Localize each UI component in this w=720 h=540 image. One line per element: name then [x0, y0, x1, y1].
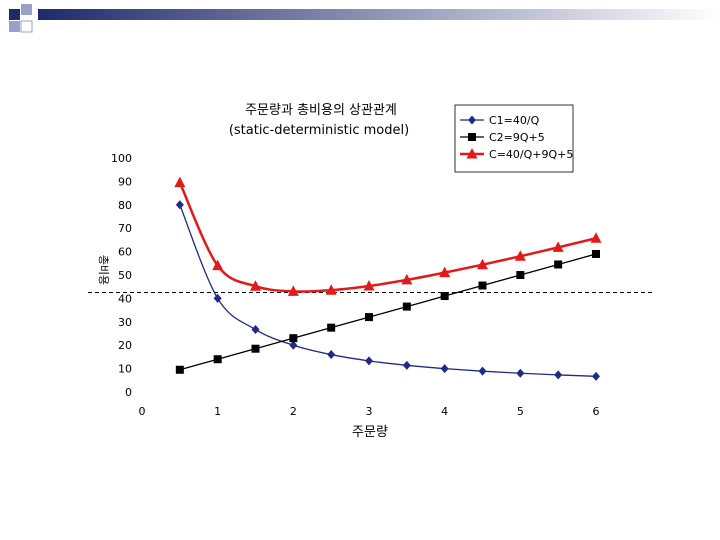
- y-tick-label: 30: [118, 316, 132, 329]
- data-point-series-3: [250, 280, 261, 291]
- series-line-3: [178, 182, 597, 293]
- data-point-series-3: [477, 258, 488, 270]
- legend-label: C1=40/Q: [489, 114, 540, 127]
- x-tick-label: 2: [290, 405, 297, 418]
- data-point-series-2: [478, 281, 487, 290]
- data-point-series-2: [175, 365, 184, 374]
- data-point-series-2: [402, 302, 411, 311]
- data-point-series-3: [439, 266, 451, 278]
- y-tick-label: 60: [118, 246, 132, 259]
- chart-title-line2: (static-deterministic model): [229, 123, 409, 138]
- x-tick-label: 5: [517, 405, 524, 418]
- series-line-1: [179, 204, 597, 377]
- y-axis-label: 총비용: [97, 255, 110, 285]
- legend-marker: [468, 115, 476, 125]
- data-point-series-2: [440, 292, 449, 301]
- data-point-series-1: [554, 370, 563, 380]
- y-tick-label: 40: [118, 292, 132, 305]
- y-tick-label: 90: [118, 175, 132, 188]
- data-point-series-2: [365, 313, 373, 322]
- legend: C1=40/Q C2=9Q+5 C=40/Q+9Q+5: [454, 104, 574, 173]
- data-point-series-1: [478, 366, 487, 376]
- y-tick-label: 80: [118, 199, 132, 212]
- data-point-series-2: [554, 260, 563, 269]
- axes: 0 10 20 30 40 50 60 70 80 90 100 0 1 2 3 4 5 6 총비용: [97, 152, 600, 418]
- data-point-series-3: [212, 259, 224, 271]
- y-tick-label: 10: [118, 363, 132, 376]
- data-point-series-1: [365, 356, 373, 366]
- chart-title-line1: 주문량과 총비용의 상관관계: [245, 103, 397, 118]
- data-point-series-2: [592, 249, 600, 258]
- data-point-series-3: [174, 176, 186, 188]
- data-point-series-1: [251, 325, 260, 335]
- data-point-series-3: [325, 284, 337, 295]
- corner-square-light-top: [21, 4, 32, 15]
- x-tick-label: 1: [214, 405, 221, 418]
- data-point-series-3: [363, 279, 375, 291]
- data-point-series-2: [327, 323, 336, 332]
- data-point-series-2: [516, 271, 525, 279]
- legend-marker: [468, 133, 476, 141]
- y-tick-label: 100: [111, 152, 132, 165]
- y-tick-label: 20: [118, 339, 132, 352]
- data-point-series-1: [289, 340, 298, 350]
- corner-square-dark: [9, 9, 20, 20]
- data-point-series-1: [327, 350, 336, 360]
- data-point-series-1: [592, 371, 600, 381]
- data-point-series-1: [213, 293, 222, 303]
- top-gradient-bar: [38, 9, 720, 20]
- data-point-series-3: [552, 241, 564, 252]
- x-tick-label: 3: [366, 405, 373, 418]
- data-point-series-2: [213, 355, 222, 364]
- x-tick-label: 6: [593, 405, 600, 418]
- legend-label: C2=9Q+5: [489, 131, 545, 144]
- data-point-series-3: [514, 250, 526, 261]
- data-point-series-3: [401, 273, 413, 285]
- legend-marker: [466, 148, 478, 159]
- data-point-series-1: [175, 200, 184, 210]
- x-axis-label: 주문량: [352, 425, 388, 440]
- x-tick-label: 4: [441, 405, 448, 418]
- chart-marks: [88, 176, 652, 381]
- series-line-2: [179, 253, 597, 371]
- legend-label: C=40/Q+9Q+5: [489, 148, 573, 161]
- y-tick-label: 50: [118, 269, 132, 282]
- x-tick-label: 0: [139, 405, 146, 418]
- y-tick-label: 0: [125, 386, 132, 399]
- data-point-series-1: [516, 368, 525, 378]
- y-tick-label: 70: [118, 222, 132, 235]
- corner-square-light-left: [9, 21, 20, 32]
- data-point-series-1: [440, 364, 449, 374]
- data-point-series-2: [289, 334, 298, 343]
- corner-square-outline: [20, 20, 33, 33]
- data-point-series-2: [251, 344, 260, 353]
- data-point-series-1: [402, 360, 411, 370]
- data-point-series-3: [590, 232, 602, 243]
- data-point-series-3: [287, 285, 299, 296]
